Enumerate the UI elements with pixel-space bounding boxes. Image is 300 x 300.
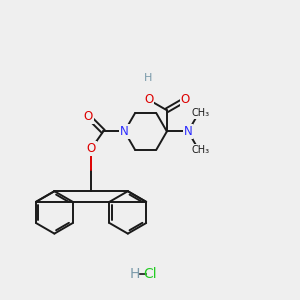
Text: O: O (144, 93, 153, 106)
Text: CH₃: CH₃ (191, 108, 209, 118)
Text: H: H (130, 267, 140, 281)
Text: O: O (84, 110, 93, 123)
Text: O: O (181, 93, 190, 106)
Text: O: O (86, 142, 96, 155)
Text: Cl: Cl (143, 267, 157, 281)
Text: H: H (144, 74, 153, 83)
Text: N: N (184, 125, 192, 138)
Text: CH₃: CH₃ (191, 145, 209, 155)
Text: N: N (120, 125, 129, 138)
